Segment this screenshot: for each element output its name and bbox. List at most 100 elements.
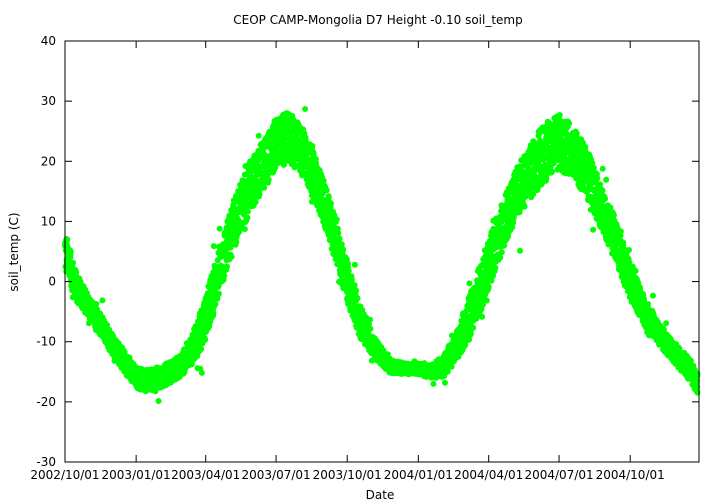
data-point bbox=[333, 216, 340, 223]
data-point bbox=[252, 199, 259, 206]
y-tick-label: 30 bbox=[41, 94, 56, 108]
data-point bbox=[70, 259, 77, 266]
data-point bbox=[255, 132, 262, 139]
data-point bbox=[202, 336, 209, 343]
data-point bbox=[104, 322, 111, 328]
data-point bbox=[67, 248, 74, 255]
data-point bbox=[467, 330, 474, 337]
data-point bbox=[599, 187, 606, 194]
data-point bbox=[67, 254, 74, 261]
data-point bbox=[345, 268, 352, 274]
x-tick-label: 2004/01/01 bbox=[384, 468, 453, 482]
y-tick-label: 10 bbox=[41, 214, 56, 228]
data-point bbox=[483, 297, 490, 304]
data-point bbox=[603, 176, 610, 183]
data-point bbox=[650, 292, 656, 299]
data-point bbox=[198, 369, 205, 376]
data-point bbox=[351, 261, 358, 268]
data-points bbox=[62, 106, 701, 404]
x-tick-label: 2003/07/01 bbox=[241, 468, 310, 482]
x-tick-label: 2004/10/01 bbox=[596, 468, 665, 482]
y-tick-label: 0 bbox=[48, 275, 56, 289]
data-point bbox=[244, 214, 251, 221]
data-point bbox=[694, 389, 701, 396]
x-tick-label: 2004/04/01 bbox=[454, 468, 523, 482]
data-point bbox=[521, 203, 528, 210]
data-point bbox=[340, 247, 346, 254]
data-point bbox=[448, 363, 455, 370]
y-axis-title: soil_temp (C) bbox=[7, 212, 21, 291]
data-point bbox=[309, 143, 316, 149]
data-point bbox=[470, 324, 477, 331]
data-point bbox=[632, 267, 639, 274]
x-tick-label: 2003/10/01 bbox=[313, 468, 382, 482]
data-point bbox=[602, 195, 609, 202]
data-point bbox=[663, 320, 670, 327]
data-point bbox=[227, 242, 234, 249]
x-axis-title: Date bbox=[366, 488, 395, 502]
data-point bbox=[466, 280, 473, 287]
x-tick-label: 2003/01/01 bbox=[102, 468, 171, 482]
data-point bbox=[155, 398, 162, 404]
y-tick-label: -30 bbox=[36, 455, 56, 469]
data-point bbox=[210, 309, 217, 316]
data-point bbox=[645, 301, 651, 307]
data-point bbox=[328, 200, 334, 207]
data-point bbox=[599, 165, 606, 172]
data-point bbox=[485, 283, 492, 290]
data-point bbox=[221, 272, 228, 279]
data-point bbox=[367, 325, 374, 332]
data-point bbox=[224, 263, 230, 270]
data-point bbox=[265, 176, 272, 183]
data-point bbox=[334, 225, 341, 232]
data-point bbox=[353, 287, 360, 294]
y-tick-label: -10 bbox=[36, 335, 56, 349]
data-point bbox=[302, 137, 309, 144]
x-tick-label: 2002/10/01 bbox=[30, 468, 99, 482]
data-point bbox=[210, 243, 217, 250]
data-point bbox=[261, 184, 268, 191]
y-tick-label: -20 bbox=[36, 395, 56, 409]
data-point bbox=[93, 301, 100, 307]
data-point bbox=[338, 241, 345, 248]
data-point bbox=[617, 228, 624, 235]
data-point bbox=[367, 316, 373, 323]
data-point bbox=[582, 143, 589, 150]
data-point bbox=[212, 301, 219, 308]
data-point bbox=[498, 249, 505, 256]
data-point bbox=[549, 168, 556, 175]
data-point bbox=[256, 191, 263, 198]
data-point bbox=[198, 346, 205, 353]
chart-title: CEOP CAMP-Mongolia D7 Height -0.10 soil_… bbox=[233, 13, 523, 27]
data-point bbox=[442, 379, 448, 386]
data-point bbox=[566, 120, 573, 127]
data-point bbox=[626, 247, 632, 253]
data-point bbox=[244, 208, 251, 215]
y-tick-label: 40 bbox=[41, 34, 56, 48]
data-point bbox=[233, 239, 240, 246]
data-point bbox=[620, 239, 627, 246]
data-point bbox=[336, 235, 343, 242]
data-point bbox=[590, 226, 597, 233]
data-point bbox=[64, 236, 71, 243]
data-point bbox=[556, 112, 563, 118]
data-point bbox=[354, 295, 361, 302]
data-point bbox=[241, 226, 248, 233]
x-tick-label: 2004/07/01 bbox=[524, 468, 593, 482]
data-point bbox=[497, 254, 504, 261]
data-point bbox=[335, 230, 342, 237]
data-point bbox=[266, 139, 273, 146]
x-tick-label: 2003/04/01 bbox=[171, 468, 240, 482]
data-point bbox=[255, 156, 262, 163]
data-point bbox=[488, 277, 495, 284]
data-point bbox=[214, 295, 221, 302]
data-point bbox=[323, 187, 330, 194]
data-point bbox=[479, 313, 486, 320]
data-point bbox=[320, 177, 327, 184]
data-point bbox=[99, 297, 106, 304]
data-point bbox=[594, 175, 601, 182]
y-tick-label: 20 bbox=[41, 154, 56, 168]
data-point bbox=[73, 269, 80, 276]
